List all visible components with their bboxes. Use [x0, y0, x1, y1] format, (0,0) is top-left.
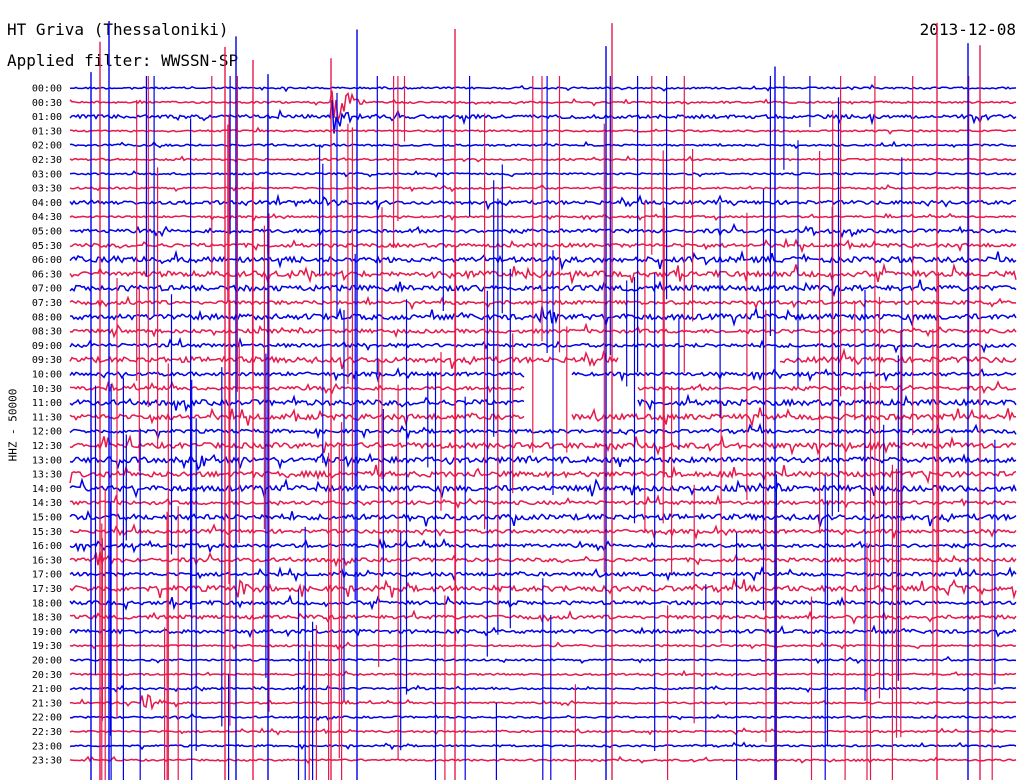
trace-row [69, 494, 1017, 509]
trace-row [69, 393, 1017, 413]
row-time-label: 19:00 [32, 627, 62, 638]
row-time-label: 05:00 [32, 227, 62, 238]
row-time-label: 01:00 [32, 112, 62, 123]
trace-row [69, 464, 1017, 485]
row-time-label: 14:30 [32, 498, 62, 509]
row-time-label: 01:30 [32, 126, 62, 137]
row-time-label: 11:30 [32, 412, 62, 423]
time-label-group: 00:00 00:30 01:00 01:30 02:00 02:30 03:00 03:30… [32, 84, 62, 767]
trace-row [69, 509, 1017, 527]
row-time-label: 06:30 [32, 269, 62, 280]
row-time-label: 08:30 [32, 327, 62, 338]
row-time-label: 09:30 [32, 355, 62, 366]
row-time-label: 18:30 [32, 613, 62, 624]
row-time-label: 00:30 [32, 98, 62, 109]
row-time-label: 07:30 [32, 298, 62, 309]
trace-row [69, 84, 1017, 93]
trace-row [69, 380, 1017, 395]
row-time-label: 16:00 [32, 541, 62, 552]
row-time-label: 23:30 [32, 756, 62, 767]
row-time-label: 04:00 [32, 198, 62, 209]
row-time-label: 03:30 [32, 184, 62, 195]
trace-row [69, 279, 1017, 298]
row-time-label: 10:00 [32, 370, 62, 381]
trace-row [69, 452, 1017, 472]
row-time-label: 23:00 [32, 741, 62, 752]
trace-row [69, 477, 1017, 499]
row-time-label: 08:00 [32, 312, 62, 323]
row-time-label: 22:30 [32, 727, 62, 738]
trace-row [69, 336, 1017, 354]
row-time-label: 05:30 [32, 241, 62, 252]
row-time-label: 15:00 [32, 513, 62, 524]
row-time-label: 10:30 [32, 384, 62, 395]
trace-row [69, 565, 1017, 583]
row-time-label: 00:00 [32, 84, 62, 95]
row-time-label: 22:00 [32, 713, 62, 724]
row-time-label: 21:30 [32, 698, 62, 709]
trace-row [69, 551, 1017, 568]
row-time-label: 14:00 [32, 484, 62, 495]
row-time-label: 12:30 [32, 441, 62, 452]
filter-label: Applied filter: WWSSN-SP [7, 51, 239, 70]
row-time-label: 06:00 [32, 255, 62, 266]
row-time-label: 07:00 [32, 284, 62, 295]
row-time-label: 15:30 [32, 527, 62, 538]
row-time-label: 20:00 [32, 656, 62, 667]
spike-group [90, 21, 996, 780]
trace-row [70, 434, 1017, 456]
trace-row [69, 100, 1017, 134]
row-time-label: 19:30 [32, 641, 62, 652]
row-time-label: 17:30 [32, 584, 62, 595]
row-time-label: 20:30 [32, 670, 62, 681]
trace-row [69, 523, 1017, 541]
row-time-label: 09:00 [32, 341, 62, 352]
row-time-label: 03:00 [32, 169, 62, 180]
trace-row [69, 347, 1017, 370]
trace-row [69, 422, 1017, 440]
trace-row [69, 322, 1017, 339]
trace-row [69, 538, 1017, 554]
trace-row [69, 295, 1017, 311]
row-time-label: 02:30 [32, 155, 62, 166]
row-time-label: 02:00 [32, 141, 62, 152]
row-time-label: 21:00 [32, 684, 62, 695]
row-time-label: 17:00 [32, 570, 62, 581]
record-date: 2013-12-08 [919, 20, 1016, 39]
trace-row [69, 306, 1017, 327]
row-time-label: 11:00 [32, 398, 62, 409]
row-time-label: 18:00 [32, 598, 62, 609]
trace-row [69, 90, 1017, 121]
row-time-label: 16:30 [32, 555, 62, 566]
trace-row [69, 407, 1017, 429]
row-time-label: 13:00 [32, 455, 62, 466]
row-time-label: 13:30 [32, 470, 62, 481]
station-title: HT Griva (Thessaloniki) [7, 20, 229, 39]
trace-row [69, 367, 1017, 383]
row-time-label: 04:30 [32, 212, 62, 223]
row-time-label: 12:00 [32, 427, 62, 438]
